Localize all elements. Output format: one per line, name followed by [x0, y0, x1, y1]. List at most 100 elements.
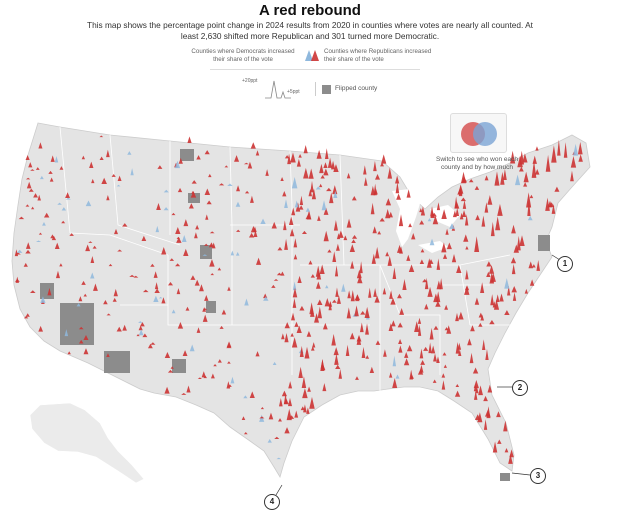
- rep-shift-spike: [381, 154, 387, 164]
- rep-shift-spike: [204, 243, 209, 246]
- rep-shift-spike: [333, 164, 339, 173]
- rep-shift-spike: [442, 253, 448, 259]
- rep-shift-spike: [365, 323, 369, 335]
- callout-4: 4: [264, 494, 280, 510]
- rep-shift-spike: [350, 289, 355, 302]
- rep-shift-spike: [319, 163, 324, 174]
- rep-shift-spike: [59, 263, 63, 267]
- rep-shift-spike: [69, 233, 74, 236]
- rep-shift-spike: [419, 259, 425, 265]
- rep-shift-spike: [323, 168, 329, 176]
- rep-shift-spike: [531, 264, 536, 268]
- rep-shift-spike: [287, 153, 291, 165]
- dem-shift-spike: [230, 250, 235, 256]
- rep-shift-spike: [436, 202, 441, 211]
- switch-view-text: Switch to see who won each county and by…: [435, 156, 519, 171]
- rep-shift-spike: [487, 384, 493, 393]
- rep-shift-spike: [428, 259, 434, 264]
- rep-shift-spike: [454, 201, 460, 209]
- rep-shift-spike: [332, 299, 337, 303]
- rep-shift-spike: [346, 218, 352, 228]
- dem-shift-spike: [341, 283, 346, 292]
- rep-shift-spike: [334, 265, 339, 277]
- rep-shift-spike: [226, 381, 231, 389]
- rep-shift-spike: [185, 306, 190, 311]
- rep-shift-spike: [59, 166, 64, 170]
- rep-shift-spike: [351, 239, 356, 244]
- rep-shift-spike: [47, 287, 52, 296]
- dem-shift-spike: [395, 374, 400, 379]
- map-subtitle: This map shows the percentage point chan…: [87, 20, 533, 41]
- dem-shift-spike: [427, 218, 432, 222]
- rep-shift-spike: [388, 372, 393, 378]
- rep-shift-spike: [465, 245, 469, 250]
- rep-shift-spike: [343, 235, 348, 241]
- rep-shift-spike: [319, 183, 323, 188]
- rep-shift-spike: [38, 325, 44, 332]
- rep-shift-spike: [329, 192, 334, 204]
- rep-shift-spike: [503, 168, 507, 181]
- rep-shift-spike: [368, 287, 372, 298]
- rep-shift-spike: [308, 260, 313, 265]
- rep-shift-spike: [136, 334, 140, 337]
- rep-shift-spike: [284, 322, 290, 329]
- rep-shift-spike: [323, 207, 329, 215]
- rep-shift-spike: [458, 184, 464, 194]
- rep-shift-spike: [511, 285, 517, 293]
- rep-shift-spike: [468, 178, 474, 183]
- dem-shift-spike: [57, 202, 62, 205]
- rep-shift-spike: [310, 180, 314, 193]
- rep-shift-spike: [303, 167, 309, 179]
- rep-shift-spike: [309, 396, 315, 409]
- rep-shift-spike: [303, 144, 308, 154]
- rep-shift-spike: [529, 194, 534, 199]
- dem-shift-spike: [333, 190, 338, 199]
- rep-shift-spike: [503, 420, 508, 432]
- rep-shift-spike: [403, 358, 410, 366]
- dem-shift-spike: [244, 298, 249, 306]
- rep-shift-spike: [351, 196, 357, 201]
- rep-shift-spike: [213, 363, 217, 367]
- rep-shift-spike: [374, 295, 380, 303]
- dem-shift-spike: [235, 252, 240, 256]
- state-borders: [59, 126, 520, 395]
- rep-shift-spike: [536, 259, 541, 271]
- rep-shift-spike: [350, 260, 355, 269]
- dem-shift-spike: [39, 175, 44, 180]
- rep-shift-spike: [354, 294, 361, 300]
- rep-shift-spike: [490, 294, 495, 306]
- callout-lines: [275, 254, 561, 496]
- rep-shift-spike: [280, 176, 284, 181]
- rep-shift-spike: [338, 230, 344, 238]
- rep-shift-spike: [408, 223, 412, 228]
- rep-shift-spike: [500, 171, 505, 185]
- rep-shift-spike: [497, 203, 503, 216]
- rep-shift-spike: [336, 295, 341, 304]
- rep-shift-spike: [28, 162, 33, 168]
- switch-view-button[interactable]: [450, 113, 507, 153]
- rep-shift-spike: [150, 263, 155, 267]
- rep-shift-spike: [175, 227, 181, 235]
- rep-shift-spike: [133, 275, 139, 278]
- rep-shift-spike: [234, 155, 240, 162]
- rep-shift-spike: [176, 288, 181, 295]
- rep-shift-spike: [532, 155, 537, 164]
- rep-shift-spike: [338, 368, 343, 379]
- rep-shift-spike: [50, 155, 55, 162]
- rep-shift-spike: [457, 342, 462, 350]
- rep-shift-spike: [150, 342, 156, 345]
- rep-shift-spike: [391, 320, 396, 327]
- rep-shift-spike: [531, 160, 537, 178]
- rep-shift-spike: [83, 293, 87, 297]
- rep-shift-spike: [308, 188, 313, 197]
- rep-shift-spike: [420, 206, 426, 216]
- rep-shift-spike: [157, 165, 163, 169]
- rep-shift-spike: [141, 235, 147, 241]
- rep-shift-spike: [48, 170, 53, 174]
- dem-shift-spike: [158, 296, 163, 299]
- legend-democrat-label: Counties where Democrats increased their…: [191, 48, 295, 63]
- rep-shift-spike: [311, 188, 316, 200]
- rep-shift-spike: [241, 416, 246, 420]
- rep-shift-spike: [170, 366, 174, 369]
- rep-shift-spike: [23, 262, 28, 267]
